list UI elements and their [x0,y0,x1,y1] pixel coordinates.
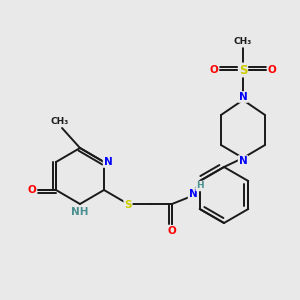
Text: O: O [28,185,36,195]
Text: CH₃: CH₃ [234,38,252,46]
Text: S: S [124,200,132,210]
Text: N: N [238,156,247,166]
Text: O: O [168,226,176,236]
Text: H: H [196,182,204,190]
Text: N: N [103,157,112,167]
Text: CH₃: CH₃ [51,116,69,125]
Text: N: N [238,92,247,102]
Text: S: S [239,64,247,76]
Text: O: O [210,65,218,75]
Text: NH: NH [71,207,89,217]
Text: N: N [189,189,197,199]
Text: O: O [268,65,276,75]
